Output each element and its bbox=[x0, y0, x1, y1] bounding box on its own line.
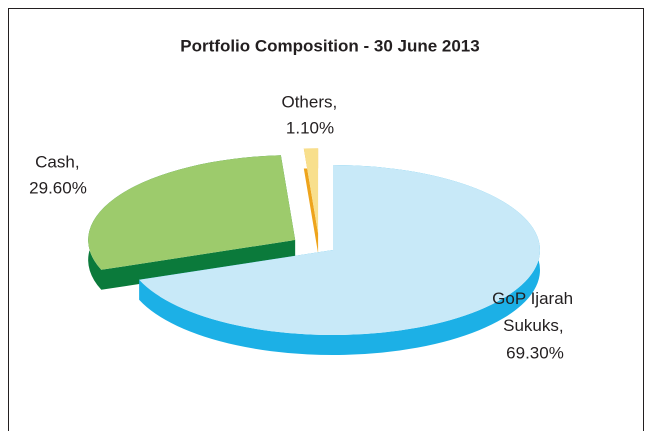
category-line: GoP Ijarah bbox=[492, 289, 578, 308]
value-label: 29.60% bbox=[29, 178, 87, 197]
slice bbox=[139, 165, 540, 335]
label-separator: , bbox=[333, 92, 338, 111]
label-separator: , bbox=[75, 152, 80, 171]
data-label: Cash , 29.60% bbox=[29, 152, 87, 197]
data-label: Others , 1.10% bbox=[281, 92, 337, 137]
chart-title: Portfolio Composition - 30 June 2013 bbox=[180, 36, 479, 55]
value-label: 69.30% bbox=[506, 343, 564, 362]
slice bbox=[88, 155, 296, 270]
category-line: Sukuks bbox=[503, 316, 559, 335]
category-label: GoP Ijarah Sukuks bbox=[492, 289, 578, 335]
value-label: 1.10% bbox=[286, 118, 334, 137]
label-separator: , bbox=[559, 316, 564, 335]
chart-frame bbox=[8, 8, 644, 431]
category-label: Cash bbox=[35, 152, 75, 171]
slice bbox=[303, 148, 319, 234]
slice-side bbox=[303, 148, 319, 254]
data-label: GoP Ijarah Sukuks , 69.30% bbox=[492, 289, 578, 362]
category-label: Others bbox=[281, 92, 332, 111]
